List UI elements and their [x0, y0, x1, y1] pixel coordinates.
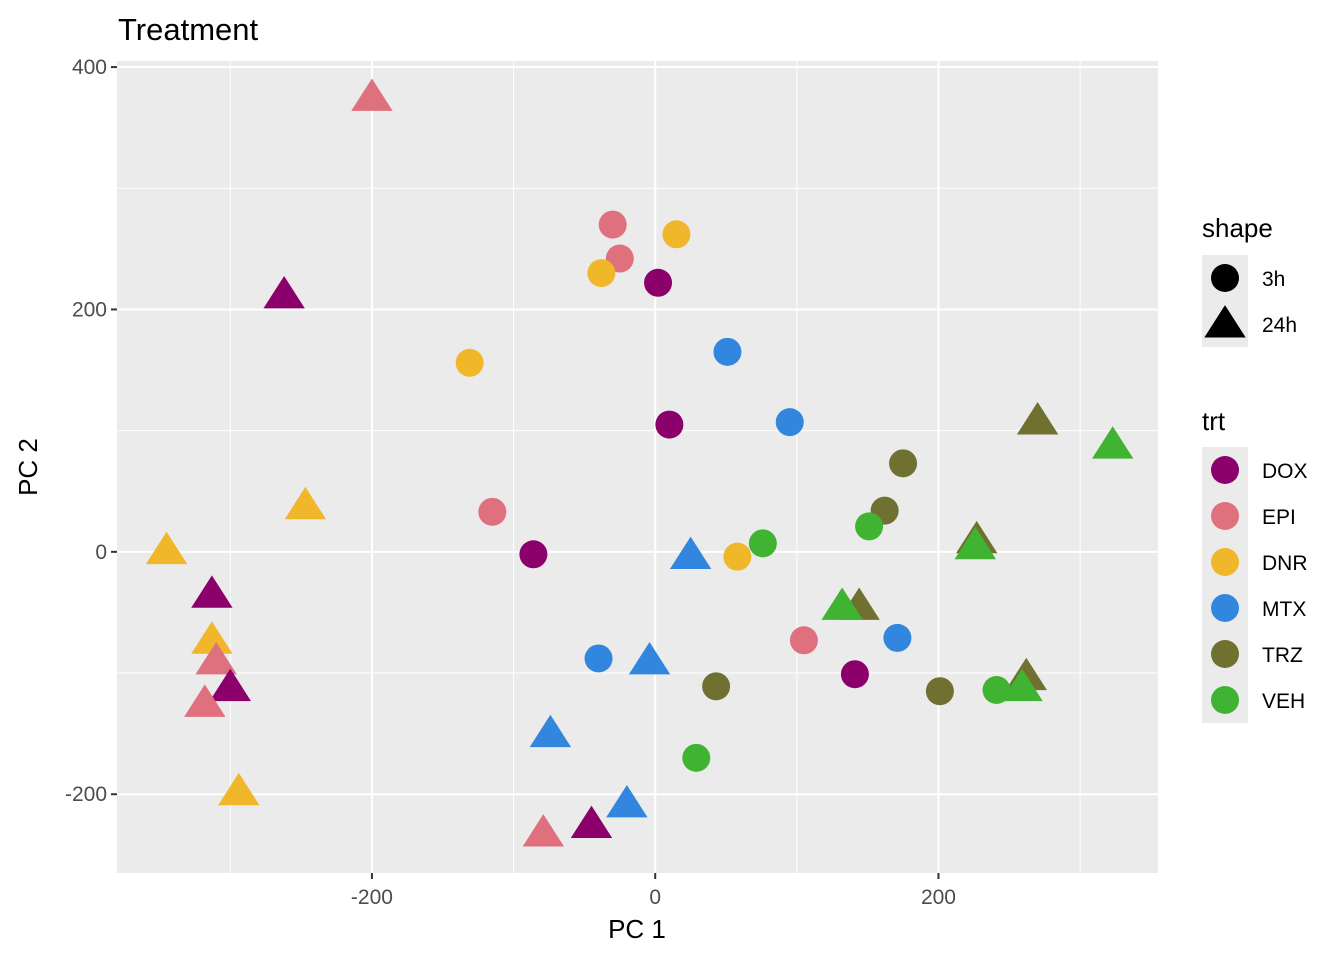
data-point-triangle	[570, 805, 613, 839]
data-point-circle	[925, 677, 954, 706]
data-points	[145, 78, 1134, 847]
data-point-triangle	[821, 587, 863, 620]
data-point-triangle	[218, 772, 260, 806]
legend-trt: trt DOX EPI DNR MTX TRZ VEH	[1202, 406, 1308, 723]
x-tick-label: 200	[921, 886, 956, 909]
data-point-circle	[855, 512, 884, 541]
data-point-circle	[587, 259, 616, 288]
data-point-circle	[723, 542, 752, 571]
x-tick-label: -200	[351, 886, 393, 909]
data-point-circle	[584, 644, 613, 673]
data-point-circle	[789, 626, 818, 655]
legend-key-color	[1211, 686, 1239, 714]
data-point-triangle	[669, 536, 712, 569]
data-point-circle	[655, 410, 684, 439]
grid-major	[117, 61, 1158, 873]
data-point-circle	[982, 675, 1011, 704]
data-point-circle	[682, 743, 711, 772]
legend-key-color	[1211, 548, 1239, 576]
data-point-circle	[455, 348, 484, 377]
data-point-triangle	[529, 714, 572, 748]
data-point-circle	[748, 529, 777, 558]
legend-shape: shape 3h 24h	[1202, 213, 1297, 347]
legend-key-color	[1211, 502, 1239, 530]
y-tick-label: 0	[95, 541, 107, 564]
y-axis-title: PC 2	[13, 438, 43, 496]
legend-shape-label: 3h	[1262, 268, 1285, 291]
data-point-circle	[598, 210, 627, 239]
axis-ticks: -200 0 200 -200 0 200 400	[65, 56, 956, 909]
data-point-circle	[478, 497, 507, 526]
data-point-triangle	[195, 642, 237, 675]
data-point-circle	[775, 408, 804, 437]
data-point-triangle	[606, 785, 648, 818]
data-point-triangle	[191, 575, 233, 608]
legend-shape-label: 24h	[1262, 314, 1297, 337]
legend-key-color	[1211, 594, 1239, 622]
data-point-triangle	[1091, 426, 1134, 459]
legend-trt-title: trt	[1202, 406, 1226, 436]
legend-trt-label: DOX	[1262, 460, 1308, 483]
y-tick-label: 200	[72, 298, 107, 321]
data-point-triangle	[263, 276, 305, 309]
data-point-circle	[519, 540, 548, 569]
legend-key-color	[1211, 640, 1239, 668]
data-point-triangle	[628, 642, 671, 675]
x-tick-label: 0	[649, 886, 661, 909]
legend-shape-title: shape	[1202, 213, 1273, 243]
data-point-triangle	[145, 531, 188, 565]
legend-trt-label: TRZ	[1262, 644, 1303, 667]
data-point-triangle	[351, 78, 393, 111]
legend-trt-label: VEH	[1262, 690, 1305, 713]
data-point-circle	[644, 268, 673, 297]
data-point-circle	[889, 449, 918, 478]
data-point-circle	[840, 660, 869, 689]
legend-trt-label: EPI	[1262, 506, 1296, 529]
legend-key-circle	[1211, 264, 1239, 292]
data-point-circle	[662, 220, 691, 249]
legend-key-triangle	[1204, 305, 1246, 338]
data-point-triangle	[1016, 402, 1059, 435]
legend-trt-keys-bg	[1202, 447, 1248, 723]
plot-panel	[117, 61, 1158, 873]
y-tick-label: 400	[72, 56, 107, 79]
data-point-circle	[713, 337, 742, 366]
data-point-circle	[883, 623, 912, 652]
data-point-triangle	[284, 486, 327, 520]
data-point-triangle	[184, 684, 226, 717]
data-point-triangle	[1001, 668, 1043, 702]
y-tick-label: -200	[65, 783, 107, 806]
data-point-circle	[702, 672, 731, 701]
chart-title: Treatment	[118, 12, 259, 47]
legend-trt-label: DNR	[1262, 552, 1308, 575]
data-point-triangle	[209, 668, 252, 702]
legend-trt-label: MTX	[1262, 598, 1306, 621]
data-point-triangle	[954, 526, 996, 560]
data-point-triangle	[191, 621, 233, 654]
legend-key-color	[1211, 456, 1239, 484]
x-axis-title: PC 1	[608, 914, 666, 944]
data-point-triangle	[522, 814, 565, 847]
